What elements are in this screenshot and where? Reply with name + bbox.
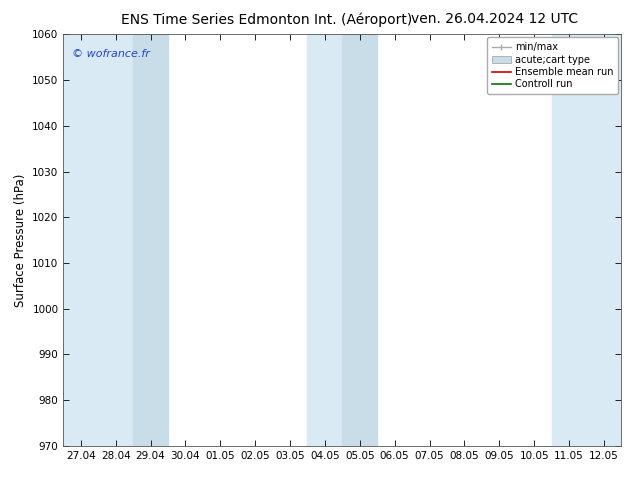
Text: ENS Time Series Edmonton Int. (Aéroport): ENS Time Series Edmonton Int. (Aéroport) <box>120 12 412 27</box>
Bar <box>552 34 621 446</box>
Legend: min/max, acute;cart type, Ensemble mean run, Controll run: min/max, acute;cart type, Ensemble mean … <box>487 37 618 94</box>
Text: © wofrance.fr: © wofrance.fr <box>72 49 150 59</box>
Bar <box>133 34 168 446</box>
Bar <box>342 34 377 446</box>
Bar <box>63 34 133 446</box>
Text: ven. 26.04.2024 12 UTC: ven. 26.04.2024 12 UTC <box>411 12 578 26</box>
Bar <box>307 34 342 446</box>
Y-axis label: Surface Pressure (hPa): Surface Pressure (hPa) <box>14 173 27 307</box>
